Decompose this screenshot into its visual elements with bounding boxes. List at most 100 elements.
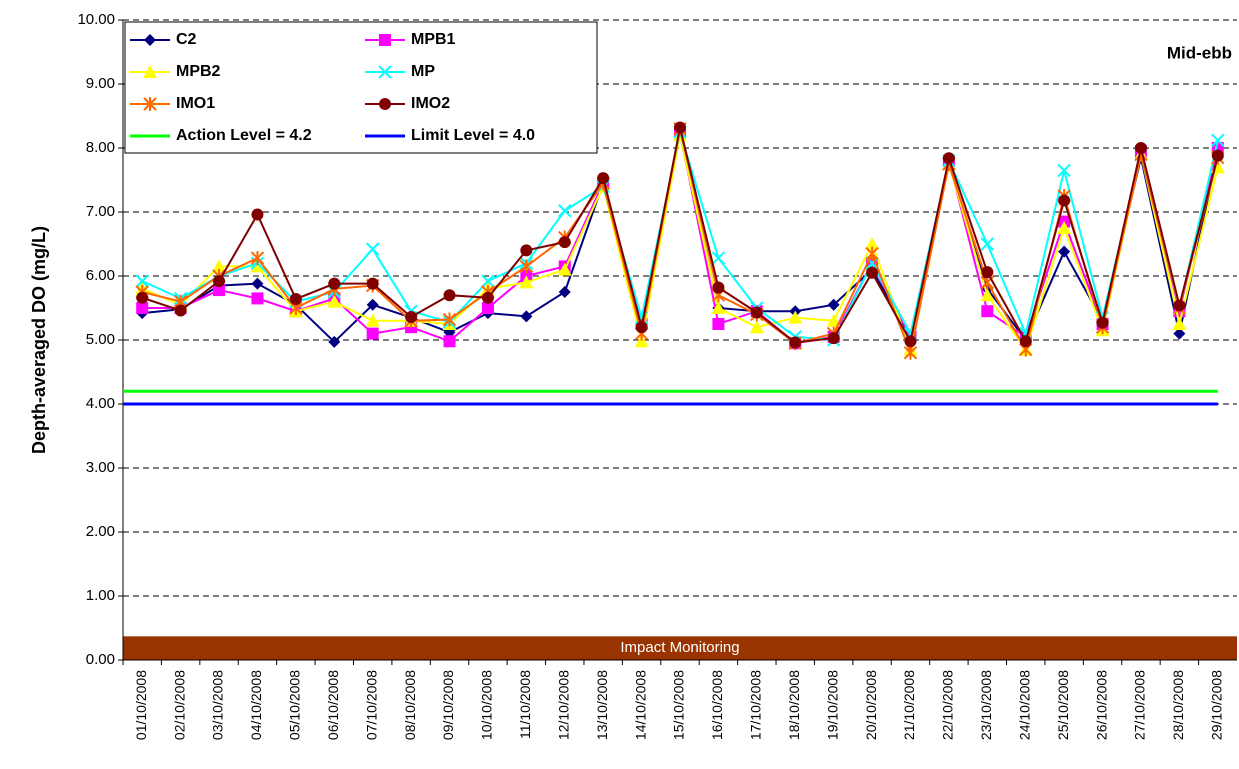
marker (597, 172, 610, 185)
x-tick-label: 26/10/2008 (1093, 670, 1109, 740)
legend-label: MP (411, 63, 435, 80)
x-tick-label: 04/10/2008 (248, 670, 264, 740)
x-tick-label: 22/10/2008 (940, 670, 956, 740)
legend-label: IMO2 (411, 95, 450, 112)
marker (904, 335, 917, 348)
legend-box (124, 21, 598, 154)
x-tick-label: 06/10/2008 (325, 670, 341, 740)
marker (789, 336, 802, 349)
x-tick-label: 09/10/2008 (440, 670, 456, 740)
x-tick-label: 16/10/2008 (709, 670, 725, 740)
y-tick-label: 3.00 (86, 459, 115, 476)
marker (378, 65, 392, 79)
x-tick-label: 03/10/2008 (210, 670, 226, 740)
x-tick-label: 17/10/2008 (748, 670, 764, 740)
x-tick-label: 07/10/2008 (363, 670, 379, 740)
marker (289, 293, 302, 306)
period-band (123, 636, 1237, 660)
marker (366, 277, 379, 290)
x-tick-label: 24/10/2008 (1016, 670, 1032, 740)
marker (750, 306, 763, 319)
marker (250, 251, 265, 266)
marker (1096, 316, 1109, 329)
marker (519, 275, 534, 289)
marker (980, 237, 995, 251)
marker (481, 291, 494, 304)
marker (558, 236, 571, 249)
marker (558, 286, 571, 298)
marker (865, 256, 879, 270)
marker (251, 277, 264, 290)
marker (213, 284, 226, 297)
marker (635, 321, 648, 334)
legend-label: Limit Level = 4.0 (411, 127, 535, 144)
x-tick-label: 20/10/2008 (863, 670, 879, 740)
marker (865, 246, 879, 261)
marker (981, 266, 994, 279)
y-tick-label: 2.00 (86, 523, 115, 540)
marker (749, 320, 764, 334)
marker (942, 152, 955, 165)
x-tick-label: 28/10/2008 (1170, 670, 1186, 740)
x-tick-label: 01/10/2008 (133, 670, 149, 740)
annotation: Mid-ebb (1167, 43, 1232, 62)
marker (365, 242, 380, 256)
marker (136, 291, 149, 304)
x-tick-label: 23/10/2008 (978, 670, 994, 740)
marker (674, 121, 686, 134)
x-tick-label: 08/10/2008 (402, 670, 418, 740)
marker (481, 302, 494, 314)
marker (442, 312, 457, 327)
marker (136, 302, 149, 314)
marker (1058, 194, 1071, 207)
y-tick-label: 9.00 (86, 75, 115, 92)
legend-label: C2 (176, 31, 197, 48)
marker (143, 97, 157, 111)
x-tick-label: 11/10/2008 (517, 670, 533, 739)
marker (980, 288, 995, 302)
marker (328, 277, 341, 290)
marker (379, 34, 391, 46)
marker (520, 310, 533, 323)
marker (366, 298, 379, 311)
marker (213, 275, 226, 288)
marker (903, 345, 918, 360)
marker (135, 274, 149, 288)
marker (1211, 149, 1224, 162)
x-tick-label: 29/10/2008 (1208, 670, 1224, 740)
marker (251, 208, 264, 221)
y-tick-label: 8.00 (86, 139, 115, 156)
x-tick-label: 21/10/2008 (901, 670, 917, 740)
marker (712, 318, 725, 330)
marker (443, 289, 456, 302)
y-tick-label: 5.00 (86, 331, 115, 348)
y-tick-label: 7.00 (86, 203, 115, 220)
marker (827, 298, 840, 311)
marker (520, 244, 533, 257)
x-tick-label: 12/10/2008 (555, 670, 571, 740)
y-tick-label: 0.00 (86, 651, 115, 668)
marker (443, 335, 456, 348)
marker (328, 335, 341, 348)
x-tick-label: 15/10/2008 (671, 670, 687, 740)
marker (365, 313, 380, 327)
marker (143, 65, 157, 78)
marker (866, 266, 879, 279)
marker (865, 237, 880, 250)
marker (634, 334, 649, 348)
series-line (142, 134, 1219, 344)
marker (405, 310, 418, 323)
x-tick-label: 13/10/2008 (594, 670, 610, 740)
marker (712, 281, 725, 294)
marker (212, 259, 227, 273)
marker (557, 262, 572, 276)
marker (558, 204, 572, 218)
marker (827, 332, 840, 345)
marker (1057, 163, 1071, 178)
y-tick-label: 1.00 (86, 587, 115, 604)
x-tick-label: 14/10/2008 (632, 670, 648, 740)
y-tick-label: 6.00 (86, 267, 115, 284)
marker (327, 294, 342, 308)
marker (1058, 245, 1071, 258)
marker (1173, 327, 1186, 340)
